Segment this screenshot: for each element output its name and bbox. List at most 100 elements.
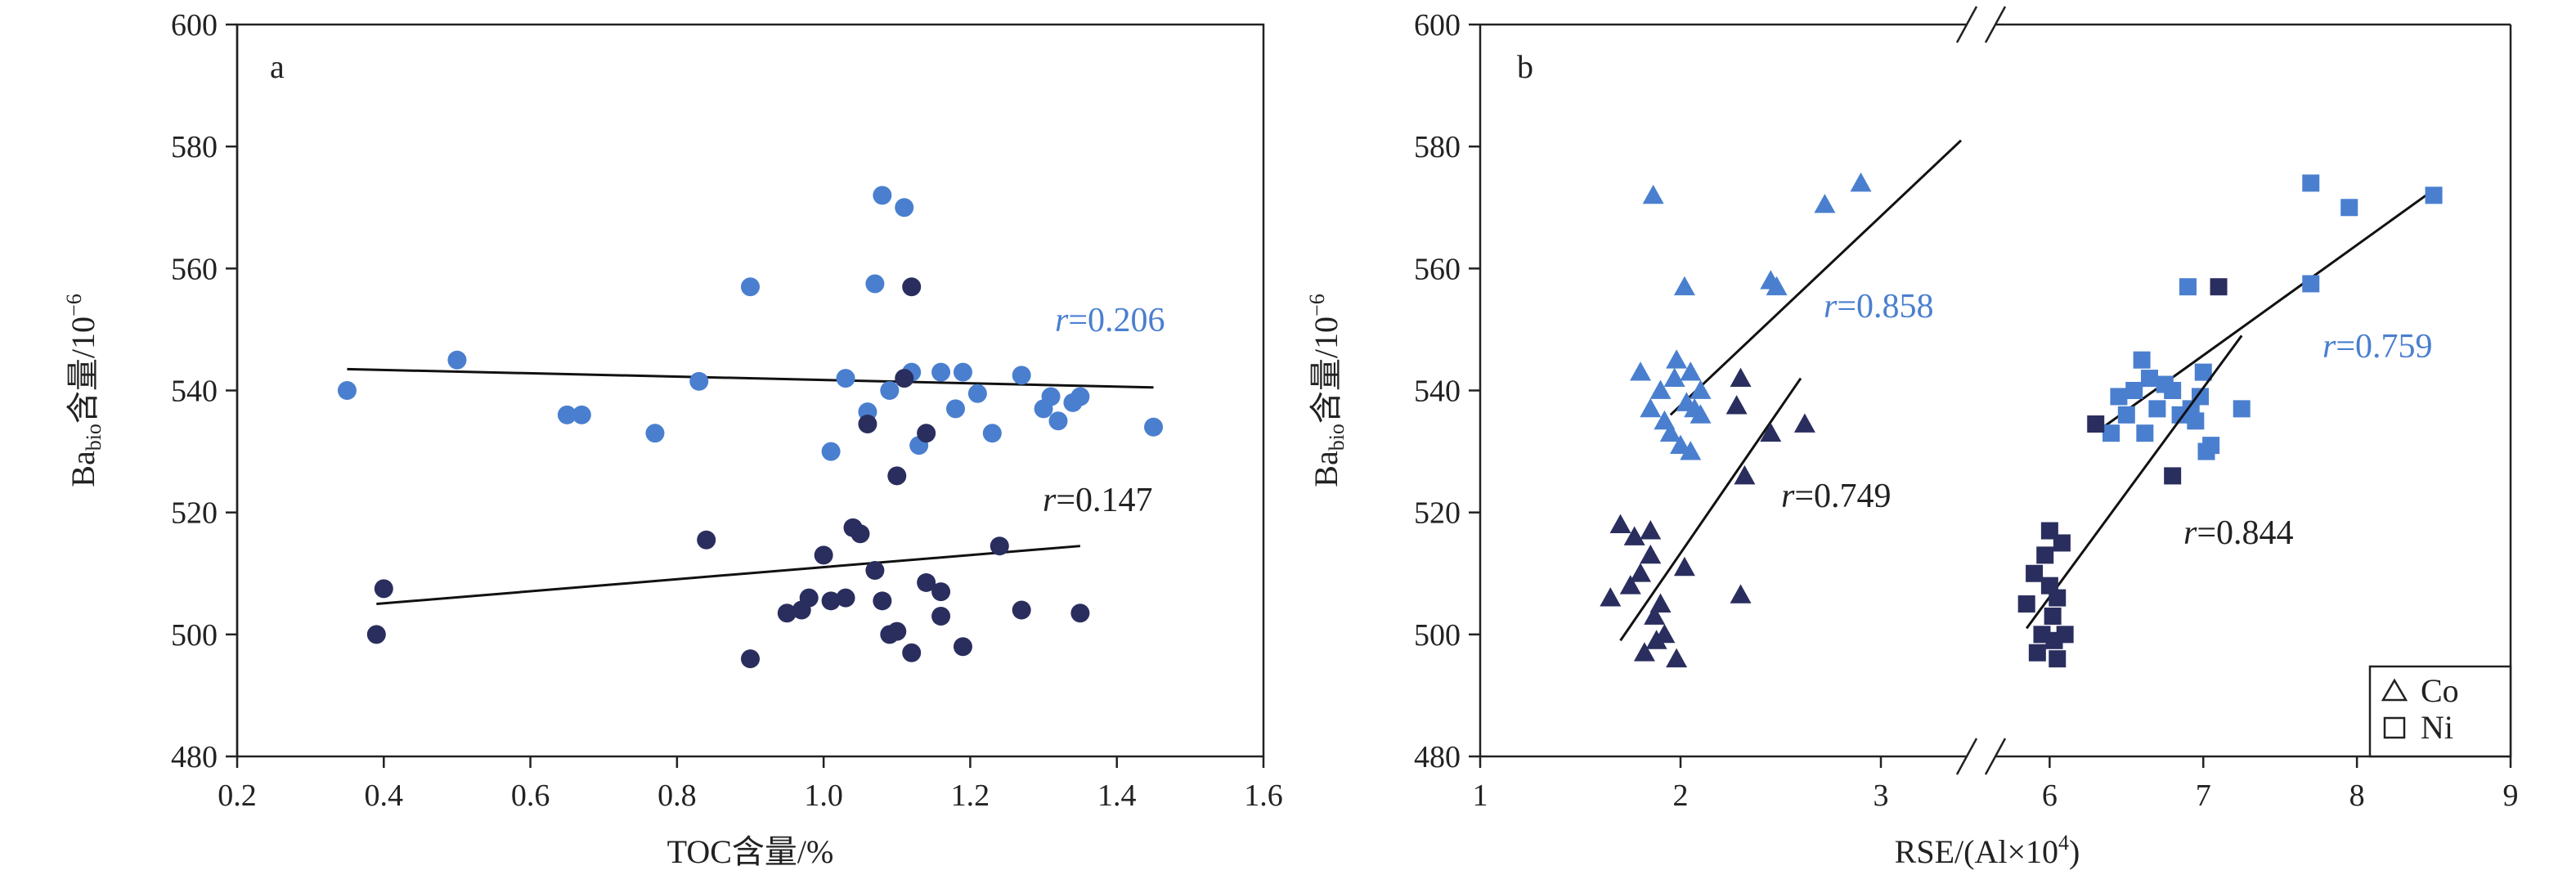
data-point	[2191, 388, 2209, 406]
fit-line	[376, 545, 1081, 606]
data-point	[1680, 441, 1702, 460]
text-span: 含量/10	[65, 316, 101, 424]
data-point	[2036, 546, 2054, 564]
legend-label: Co	[2421, 672, 2459, 709]
data-point	[990, 536, 1009, 556]
data-point	[2049, 589, 2067, 607]
data-point	[2202, 437, 2220, 455]
text-span: −6	[1305, 294, 1329, 316]
data-point	[1640, 544, 1662, 564]
text-span: r	[1043, 482, 1057, 519]
y-tick-label: 560	[171, 252, 218, 286]
data-point	[1850, 172, 1872, 192]
text-span: Ba	[65, 451, 101, 487]
data-point	[2179, 278, 2197, 296]
data-point	[697, 530, 716, 550]
legend-label: Ni	[2421, 709, 2453, 746]
data-point	[887, 466, 907, 486]
x-tick-label: 1.2	[951, 779, 990, 813]
data-point	[2148, 400, 2166, 418]
data-point	[2140, 370, 2158, 388]
data-point	[1659, 422, 1681, 442]
data-point	[1070, 387, 1090, 406]
legend-square-icon	[2383, 716, 2406, 739]
data-point	[2136, 424, 2154, 442]
data-point	[2340, 199, 2358, 217]
data-point	[777, 604, 797, 623]
data-point	[1690, 404, 1712, 424]
text-span: =0.858	[1837, 288, 1933, 325]
data-point	[374, 579, 393, 599]
data-point	[1793, 413, 1815, 433]
y-tick-label: 600	[1414, 8, 1461, 43]
data-point	[1760, 422, 1782, 442]
data-point	[1630, 361, 1651, 381]
data-point	[1673, 276, 1695, 296]
data-point	[1690, 379, 1712, 399]
data-point	[982, 424, 1002, 443]
data-point	[1734, 464, 1756, 485]
data-point	[557, 405, 577, 424]
r-label: r=0.147	[1043, 482, 1153, 519]
data-point	[1670, 434, 1691, 455]
data-point	[572, 405, 591, 424]
x-tick-label: 9	[2503, 779, 2519, 813]
fit-line	[2103, 194, 2427, 429]
data-point	[880, 381, 900, 400]
data-point	[799, 588, 819, 608]
x-axis-title: RSE/(Al×104)	[1895, 831, 2080, 870]
x-tick-label: 1.6	[1244, 779, 1283, 813]
y-tick-label: 580	[1414, 130, 1461, 164]
data-point	[858, 415, 877, 434]
x-tick-label: 6	[2042, 779, 2058, 813]
y-tick-label: 540	[1414, 375, 1461, 409]
text-span: =0.206	[1068, 302, 1165, 339]
y-tick-label: 500	[171, 618, 218, 653]
x-tick-label: 2	[1673, 779, 1689, 813]
text-span: 4	[2058, 831, 2069, 855]
data-point	[953, 637, 972, 657]
fit-line	[347, 367, 1154, 389]
y-axis-title: Babio含量/10−6	[62, 294, 105, 487]
data-point	[2049, 650, 2067, 668]
data-point	[2117, 406, 2135, 424]
series-ni-light_blue: r=0.759	[2103, 174, 2443, 460]
data-point	[2233, 400, 2251, 418]
data-point	[1012, 366, 1031, 385]
data-point	[2187, 412, 2205, 430]
data-point	[1663, 367, 1685, 387]
text-span: =0.749	[1794, 478, 1891, 515]
data-point	[946, 399, 965, 419]
axis-break-mark	[1984, 738, 2007, 775]
y-tick-label: 500	[1414, 618, 1461, 653]
data-point	[447, 350, 467, 370]
data-point	[1070, 604, 1090, 623]
data-point	[2110, 388, 2128, 406]
data-point	[689, 371, 709, 391]
panel-b: 480 500 520 540 560 580 600 Babio含量/10−6 1 2 3 6 7 8 9…	[1305, 6, 2519, 870]
data-point	[1642, 184, 1664, 204]
r-label: r=0.858	[1824, 288, 1934, 325]
data-point	[741, 277, 760, 297]
x-tick-label: 1.0	[804, 779, 843, 813]
data-point	[1619, 575, 1641, 595]
data-point	[865, 274, 885, 294]
data-point	[2425, 186, 2443, 204]
data-point	[1666, 349, 1688, 369]
plot-frame	[236, 23, 1265, 758]
data-point	[645, 424, 665, 443]
text-span: RSE/(Al×10	[1895, 833, 2058, 870]
text-span: bio	[82, 424, 105, 451]
data-point	[1041, 387, 1061, 406]
text-span: bio	[1325, 424, 1349, 451]
data-point	[1012, 600, 1031, 620]
x-tick-label: 0.2	[218, 779, 257, 813]
data-point	[1649, 593, 1672, 612]
data-point	[1640, 520, 1662, 540]
data-point	[836, 588, 855, 608]
data-point	[2028, 644, 2046, 662]
y-tick-label: 520	[171, 496, 218, 531]
text-span: −6	[62, 294, 86, 316]
data-point	[2026, 564, 2044, 582]
